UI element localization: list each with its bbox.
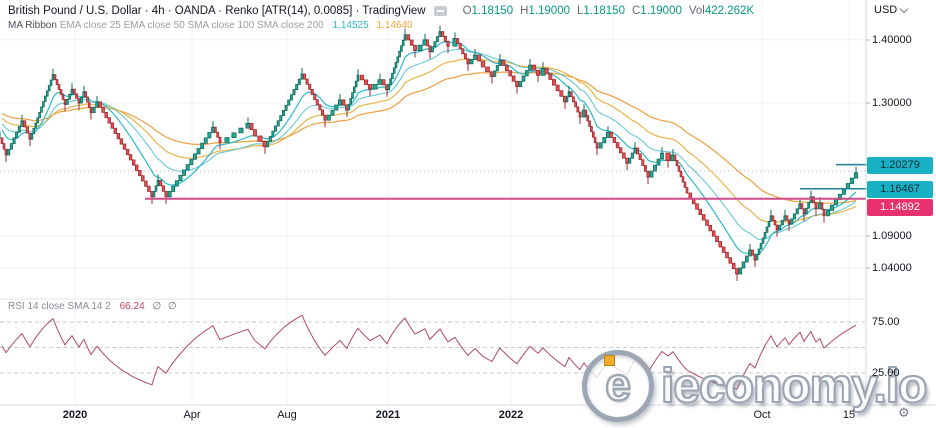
ma-ribbon-params: EMA close 25 EMA close 50 SMA close 100 … <box>59 20 324 31</box>
low-pair: L1.18150 <box>577 5 625 17</box>
chart-legend: British Pound / U.S. Dollar · 4h · OANDA… <box>8 5 754 31</box>
open-pair: O1.18150 <box>462 5 514 17</box>
rsi-value: 66.24 <box>119 301 145 312</box>
symbol-header-row: British Pound / U.S. Dollar · 4h · OANDA… <box>8 5 754 17</box>
ma-ribbon-row: MA Ribbon EMA close 25 EMA close 50 SMA … <box>8 20 754 31</box>
close-pair: C1.19000 <box>631 5 682 17</box>
settings-gear-icon[interactable]: ⚙ <box>898 406 910 421</box>
rsi-legend: RSI 14 close SMA 14 2 66.24 ∅ ∅ <box>8 301 179 312</box>
watermark-text: ieconomy.io <box>660 359 928 414</box>
rsi-label[interactable]: RSI 14 close SMA 14 2 <box>8 301 111 312</box>
logo-orange-dot-icon <box>604 355 615 366</box>
ieconomy-watermark: e ieconomy.io <box>582 350 928 422</box>
ieconomy-logo-icon: e <box>582 350 654 422</box>
volume-pair: Vol422.262K <box>688 5 755 17</box>
ma-ribbon-value-2: 1.14640 <box>376 20 413 31</box>
ma-ribbon-value-1: 1.14525 <box>332 20 369 31</box>
ohlc-values: O1.18150 H1.19000 L1.18150 C1.19000 Vol4… <box>456 5 755 17</box>
logo-letter: e <box>604 357 632 412</box>
rsi-extra-values: ∅ ∅ <box>152 301 179 312</box>
chevron-down-icon <box>899 4 909 13</box>
ma-ribbon-label[interactable]: MA Ribbon <box>8 20 57 31</box>
currency-label: USD <box>874 4 898 16</box>
symbol-title[interactable]: British Pound / U.S. Dollar · 4h · OANDA… <box>8 5 426 17</box>
currency-selector[interactable]: USD <box>874 4 909 16</box>
chart-menu-icon[interactable] <box>433 6 447 16</box>
high-pair: H1.19000 <box>520 5 570 17</box>
